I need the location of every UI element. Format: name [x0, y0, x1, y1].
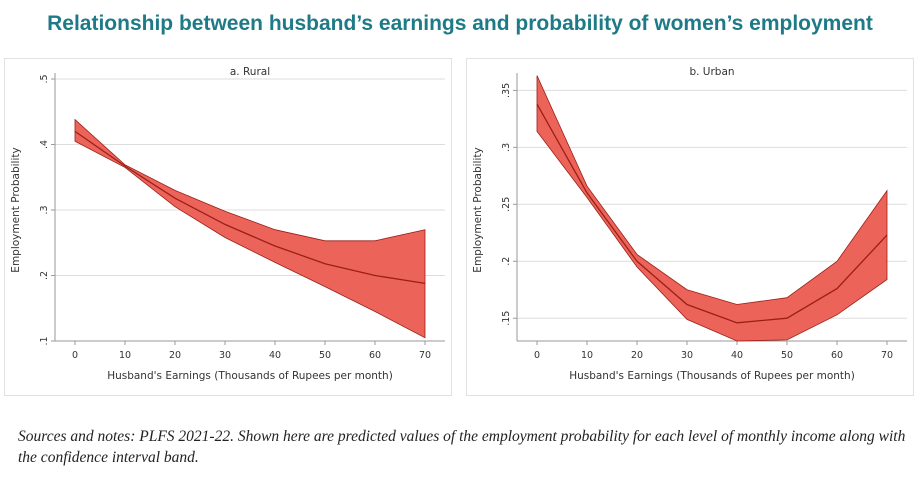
x-tick-label: 30	[219, 350, 231, 361]
urban-panel: b. Urban .15 .2 .25 .3 .35 0 10 20 30 40 50 60 70 Husb…	[466, 58, 914, 396]
x-tick-label: 20	[631, 350, 643, 361]
confidence-band	[536, 75, 888, 342]
x-tick-label: 0	[534, 350, 540, 361]
x-tick-label: 40	[731, 350, 743, 361]
prediction-line	[74, 130, 426, 285]
y-tick-label: .5	[39, 74, 50, 83]
x-tick-label: 50	[781, 350, 793, 361]
prediction-line	[536, 103, 888, 324]
x-tick-label: 50	[319, 350, 331, 361]
x-tick-label: 70	[419, 350, 431, 361]
x-tick-label: 60	[369, 350, 381, 361]
chart-title: Relationship between husband’s earnings …	[47, 12, 873, 35]
y-tick-label: .4	[39, 140, 50, 149]
x-tick-label: 10	[119, 350, 131, 361]
rural-chart: a. Rural .1 .2 .3 .4 .5 0 10 20 30 40 50 60 70 Husband…	[10, 66, 445, 382]
y-tick-label: .3	[39, 205, 50, 214]
y-tick-label: .25	[501, 197, 512, 212]
x-axis-label: Husband's Earnings (Thousands of Rupees …	[569, 370, 855, 382]
panel-title: b. Urban	[689, 66, 734, 78]
x-tick-label: 40	[269, 350, 281, 361]
y-axis-label: Employment Probability	[10, 147, 22, 272]
y-tick-label: .2	[39, 271, 50, 280]
y-tick-label: .3	[501, 143, 512, 152]
x-tick-label: 30	[681, 350, 693, 361]
x-tick-label: 20	[169, 350, 181, 361]
x-axis-label: Husband's Earnings (Thousands of Rupees …	[107, 370, 393, 382]
y-tick-label: .35	[501, 83, 512, 98]
y-tick-label: .2	[501, 257, 512, 266]
x-tick-label: 0	[72, 350, 78, 361]
x-tick-label: 60	[831, 350, 843, 361]
y-axis-label: Employment Probability	[472, 147, 484, 272]
rural-panel: a. Rural .1 .2 .3 .4 .5 0 10 20 30 40 50 60 70 Husband…	[4, 58, 452, 396]
panel-title: a. Rural	[230, 66, 270, 78]
x-tick-label: 10	[581, 350, 593, 361]
y-tick-label: .15	[501, 311, 512, 326]
urban-chart: b. Urban .15 .2 .25 .3 .35 0 10 20 30 40 50 60 70 Husb…	[472, 66, 907, 382]
source-note: Sources and notes: PLFS 2021-22. Shown h…	[18, 428, 906, 466]
confidence-band	[74, 118, 426, 339]
x-tick-label: 70	[881, 350, 893, 361]
y-tick-label: .1	[39, 336, 50, 345]
